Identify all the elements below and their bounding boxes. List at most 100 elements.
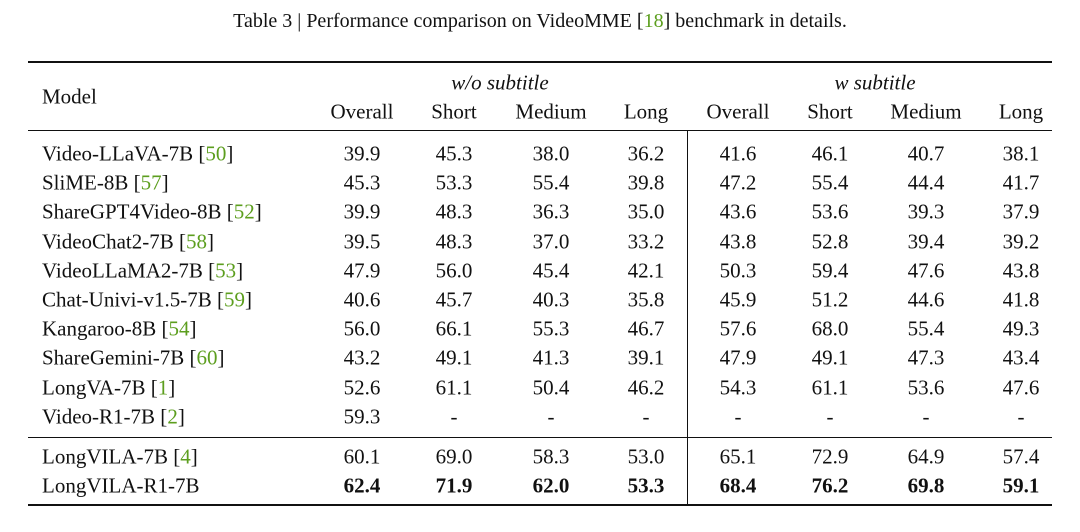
value-cell: 47.9 — [719, 345, 757, 370]
value-cell: 47.2 — [719, 170, 757, 195]
model-cell: SliME-8B [57] — [42, 170, 169, 195]
value-cell: - — [826, 404, 834, 429]
value-cell: 41.8 — [1002, 287, 1040, 312]
model-header: Model — [42, 84, 97, 109]
model-ref: 2 — [167, 404, 178, 429]
value-cell: 49.1 — [811, 345, 849, 370]
caption-sep: | — [297, 10, 302, 32]
column-header: Short — [807, 99, 853, 124]
value-cell: 43.6 — [719, 199, 757, 224]
value-cell: 56.0 — [343, 316, 381, 341]
value-cell: 37.9 — [1002, 199, 1040, 224]
model-cell: VideoChat2-7B [58] — [42, 231, 214, 252]
caption-label: Table 3 — [233, 10, 293, 32]
value-cell: 60.1 — [343, 444, 381, 469]
model-name: Video-LLaVA-7B [ — [42, 141, 206, 166]
value-cell: 56.0 — [435, 258, 473, 283]
value-cell: 39.4 — [907, 229, 945, 254]
value-cell: 39.9 — [343, 141, 381, 166]
value-cell: 53.3 — [627, 473, 665, 498]
value-cell: 62.0 — [532, 473, 570, 498]
value-cell: 39.3 — [907, 199, 945, 224]
value-cell: 39.2 — [1002, 229, 1040, 254]
value-cell: 46.2 — [627, 375, 665, 400]
bottom-rule — [28, 504, 1052, 506]
value-cell: - — [1017, 404, 1025, 429]
model-name: Chat-Univi-v1.5-7B [ — [42, 287, 224, 312]
value-cell: 38.0 — [532, 141, 570, 166]
value-cell: 43.4 — [1002, 345, 1040, 370]
value-cell: 48.3 — [435, 199, 473, 224]
value-cell: 50.4 — [532, 375, 570, 400]
value-cell: 41.3 — [532, 345, 570, 370]
value-cell: 44.4 — [907, 170, 945, 195]
model-ref-close: ] — [190, 444, 198, 469]
model-name: LongVA-7B [ — [42, 375, 158, 400]
section-rule — [28, 437, 1052, 438]
value-cell: 36.2 — [627, 141, 665, 166]
value-cell: - — [450, 404, 458, 429]
value-cell: 54.3 — [719, 375, 757, 400]
value-cell: 53.6 — [907, 375, 945, 400]
value-cell: 51.2 — [811, 287, 849, 312]
value-cell: 55.4 — [907, 316, 945, 341]
value-cell: 47.3 — [907, 345, 945, 370]
value-cell: - — [642, 404, 650, 429]
value-cell: 36.3 — [532, 199, 570, 224]
column-header: Medium — [515, 99, 587, 124]
model-ref-close: ] — [254, 199, 262, 224]
value-cell: - — [547, 404, 555, 429]
model-ref: 60 — [196, 345, 218, 370]
value-cell: 37.0 — [532, 229, 570, 254]
model-ref-close: ] — [236, 258, 244, 283]
value-cell: 52.6 — [343, 375, 381, 400]
model-cell: LongVILA-R1-7B — [42, 473, 200, 498]
value-cell: 55.4 — [532, 170, 570, 195]
value-cell: 76.2 — [811, 473, 849, 498]
group-header: w/o subtitle — [451, 70, 549, 95]
value-cell: 40.6 — [343, 287, 381, 312]
value-cell: 43.8 — [1002, 258, 1040, 283]
header-rule — [28, 130, 1052, 131]
value-cell: 39.1 — [627, 345, 665, 370]
model-ref: 52 — [233, 199, 255, 224]
value-cell: 35.0 — [627, 199, 665, 224]
value-cell: 61.1 — [811, 375, 849, 400]
value-cell: 69.0 — [435, 444, 473, 469]
value-cell: 61.1 — [435, 375, 473, 400]
value-cell: 69.8 — [907, 473, 945, 498]
value-cell: 59.1 — [1002, 473, 1040, 498]
model-ref: 58 — [185, 229, 207, 254]
value-cell: 39.9 — [343, 199, 381, 224]
model-ref-close: ] — [168, 375, 176, 400]
model-ref: 59 — [223, 287, 245, 312]
value-cell: 45.3 — [343, 170, 381, 195]
model-name: ShareGemini-7B [ — [42, 345, 197, 370]
model-ref-close: ] — [161, 170, 169, 195]
value-cell: 43.8 — [719, 229, 757, 254]
value-cell: 72.9 — [811, 444, 849, 469]
top-rule — [28, 61, 1052, 63]
model-ref-close: ] — [206, 229, 214, 254]
model-cell: LongVA-7B [1] — [42, 377, 175, 398]
value-cell: 38.1 — [1002, 141, 1040, 166]
value-cell: 55.3 — [532, 316, 570, 341]
model-name: Video-R1-7B [ — [42, 404, 168, 429]
value-cell: - — [922, 404, 930, 429]
model-ref-close: ] — [177, 404, 185, 429]
value-cell: 44.6 — [907, 287, 945, 312]
model-ref: 54 — [168, 316, 190, 341]
model-cell: ShareGemini-7B [60] — [42, 345, 225, 370]
caption-text: Performance comparison on VideoMME [ — [306, 10, 644, 32]
column-header: Short — [431, 99, 477, 124]
model-ref-close: ] — [244, 287, 252, 312]
column-header: Overall — [706, 99, 770, 124]
model-cell: VideoLLaMA2-7B [53] — [42, 260, 243, 281]
value-cell: 40.3 — [532, 287, 570, 312]
value-cell: 35.8 — [627, 287, 665, 312]
value-cell: 68.4 — [719, 473, 757, 498]
value-cell: 50.3 — [719, 258, 757, 283]
value-cell: 68.0 — [811, 316, 849, 341]
model-name: LongVILA-R1-7B — [42, 473, 200, 498]
